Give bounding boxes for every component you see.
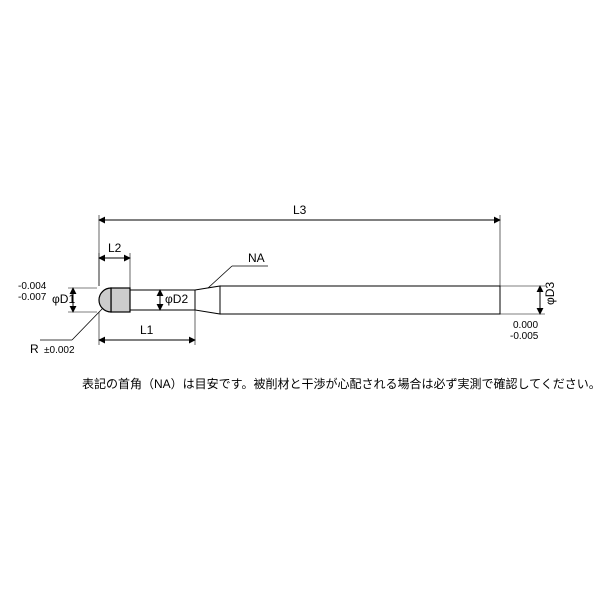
tol-d1-upper: -0.004 bbox=[18, 281, 46, 292]
dim-label-r: R ±0.002 bbox=[30, 343, 75, 356]
phi3: φ bbox=[543, 297, 557, 305]
dim-label-d1: φD1 bbox=[52, 293, 75, 306]
phi2: φ bbox=[165, 292, 173, 306]
dim-label-d3: φD3 bbox=[544, 282, 557, 305]
dim-label-na: NA bbox=[248, 252, 265, 265]
dim-label-l1: L1 bbox=[140, 324, 153, 337]
tol-d3-upper: 0.000 bbox=[513, 320, 538, 331]
tol-d1-lower: -0.007 bbox=[18, 292, 46, 303]
d2t: D2 bbox=[173, 292, 188, 306]
d1t: D1 bbox=[60, 292, 75, 306]
dim-label-d2: φD2 bbox=[165, 293, 188, 306]
drawing-note: 表記の首角（NA）は目安です。被削材と干渉が心配される場合は必ず実測で確認してく… bbox=[82, 375, 600, 392]
drawing-canvas: L3 L2 L1 NA φD1 -0.004 -0.007 φD2 φD3 0.… bbox=[0, 0, 600, 600]
dim-label-l3: L3 bbox=[293, 204, 306, 217]
phi1: φ bbox=[52, 292, 60, 306]
tol-d3-lower: -0.005 bbox=[510, 331, 538, 342]
tool-diagram-svg bbox=[0, 0, 600, 600]
dim-label-l2: L2 bbox=[108, 242, 121, 255]
tol-r: ±0.002 bbox=[44, 345, 75, 356]
rR: R bbox=[30, 342, 39, 356]
d3t: D3 bbox=[543, 282, 557, 297]
